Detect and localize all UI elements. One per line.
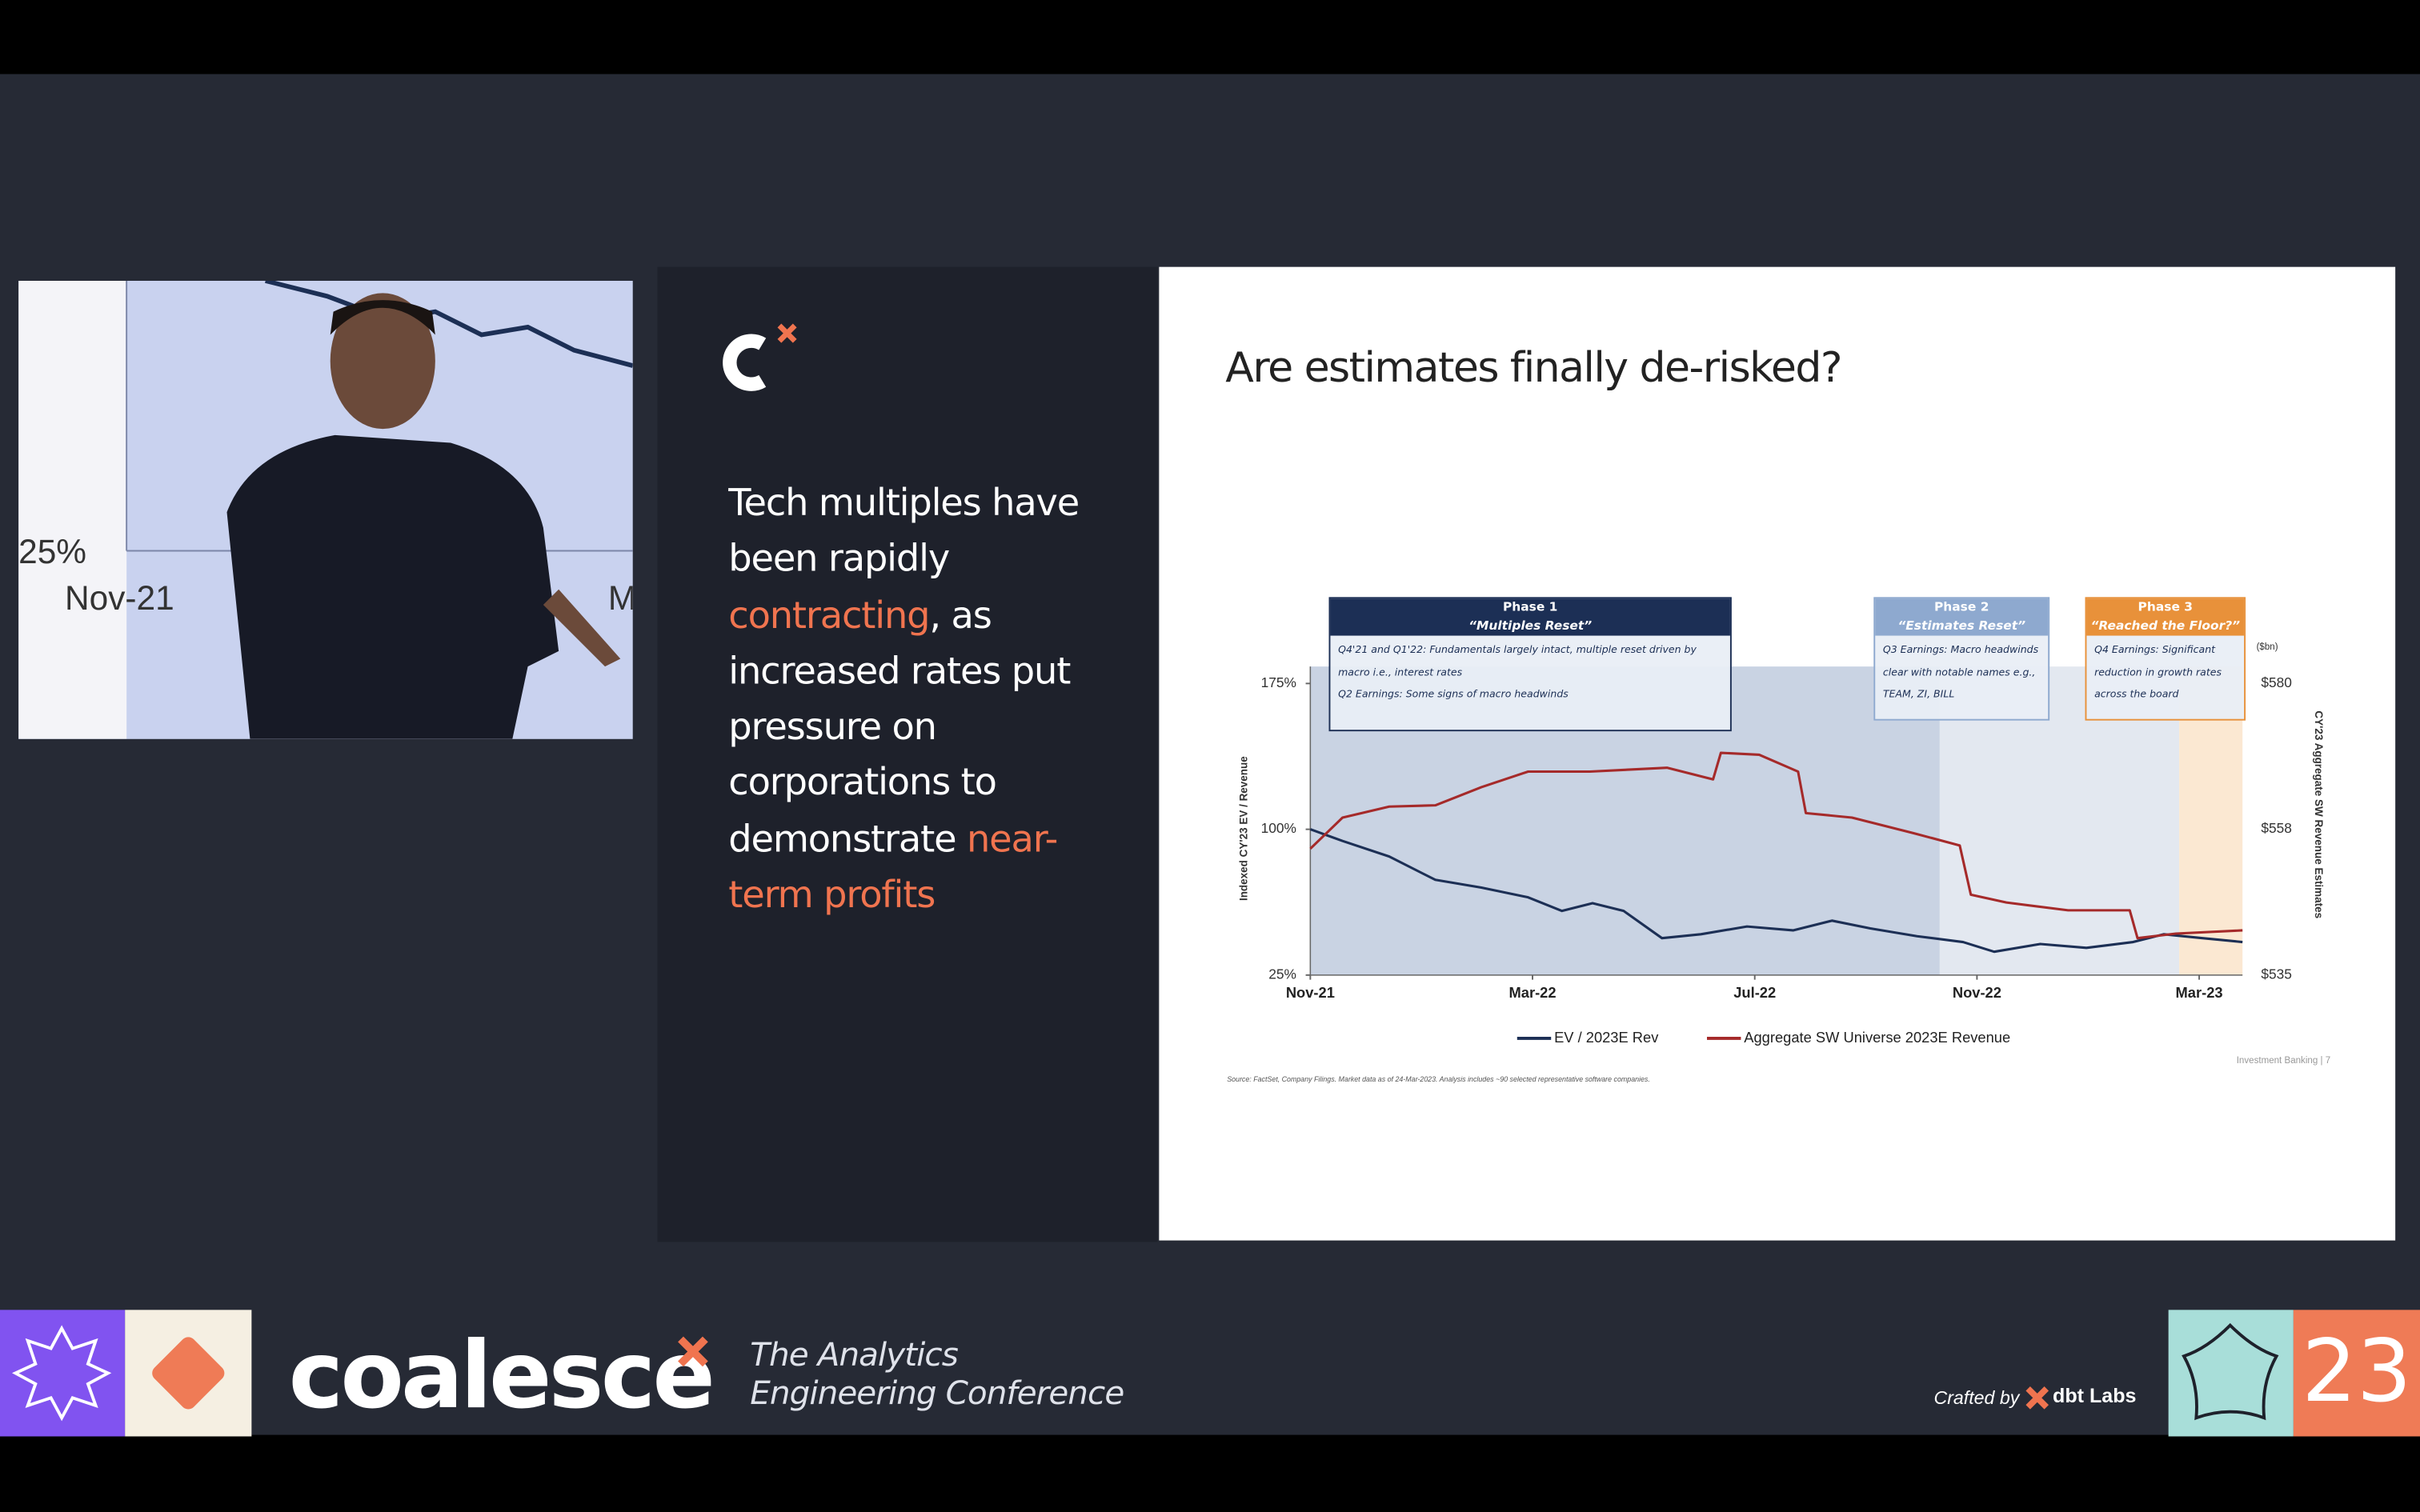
phase-body: Q4'21 and Q1'22: Fundamentals largely in…	[1330, 636, 1729, 710]
coalesce-mark	[723, 323, 797, 391]
y2-tick-label: $535	[2261, 966, 2292, 982]
video-frame: 25% Nov-21 M	[18, 280, 633, 739]
phase-note: Q4'21 and Q1'22: Fundamentals largely in…	[1338, 643, 1697, 678]
text: , as increased rates put pressure on cor…	[728, 593, 1071, 861]
star	[11, 1325, 112, 1422]
dbt-icon	[2025, 1386, 2049, 1410]
x-tick-label: Nov-22	[1953, 984, 2001, 1001]
tagline-line: The Analytics	[750, 1336, 959, 1374]
legend-label: EV / 2023E Rev	[1554, 1029, 1659, 1046]
tile-teal	[2168, 1310, 2294, 1437]
x	[2025, 1386, 2049, 1410]
phase-callout: Phase 3 “Reached the Floor?” Q4 Earnings: …	[2085, 597, 2246, 721]
phase-subtitle: “Reached the Floor?”	[2090, 618, 2241, 633]
y2-tick-label: $580	[2261, 674, 2292, 690]
tile-cream	[125, 1310, 252, 1437]
video-backdrop	[18, 280, 127, 739]
phase-header: Phase 2 “Estimates Reset”	[1875, 598, 2049, 636]
year: 23	[2293, 1310, 2420, 1437]
speaker-body	[226, 434, 559, 739]
company: dbt Labs	[2052, 1383, 2137, 1407]
phase-note: Q3 Earnings: Macro headwinds clear with …	[1882, 643, 2039, 701]
phase-header: Phase 1 “Multiples Reset”	[1330, 598, 1730, 636]
legend-label: Aggregate SW Universe 2023E Revenue	[1744, 1029, 2010, 1046]
x	[678, 1336, 708, 1367]
phase-subtitle: “Estimates Reset”	[1897, 618, 2026, 633]
y2-tick-label: $558	[2261, 820, 2292, 836]
tagline: The Analytics Engineering Conference	[750, 1336, 1124, 1413]
highlight: near-term profits	[728, 817, 1058, 917]
speaker-arm	[543, 589, 621, 667]
sidebar-text: Tech multiples have been rapidly contrac…	[728, 475, 1114, 923]
series-line	[1309, 751, 2243, 940]
video-line	[265, 280, 633, 368]
phase-callout: Phase 2 “Estimates Reset” Q3 Earnings: Mac…	[1873, 597, 2050, 721]
tile-icon	[2182, 1322, 2279, 1421]
speaker-hair	[330, 300, 435, 335]
y-tick-label: 175%	[1261, 674, 1296, 690]
video-label: Nov-21	[65, 579, 174, 617]
phase-title: Phase 2	[1933, 600, 1989, 614]
x-tick-label: Jul-22	[1733, 984, 1776, 1001]
text: Tech multiples have been rapidly	[728, 481, 1080, 581]
mark-c	[723, 334, 767, 391]
tile-purple	[0, 1310, 126, 1437]
x-tick-label: Mar-22	[1509, 984, 1557, 1001]
tagline-line: Engineering Conference	[750, 1374, 1124, 1412]
video-label: 25%	[18, 533, 86, 570]
brand: coalesce	[288, 1322, 715, 1430]
phase-callout: Phase 1 “Multiples Reset” Q4'21 and Q1'22:…	[1328, 597, 1732, 732]
video-label: M	[608, 579, 633, 617]
diamond	[152, 1337, 225, 1410]
blob	[2182, 1322, 2279, 1421]
phase-note: Q2 Earnings: Some signs of macro headwin…	[1338, 688, 1569, 701]
highlight: contracting	[728, 593, 930, 637]
crafted-by: Crafted by	[1933, 1386, 2020, 1409]
y2-axis-title: CY'23 Aggregate SW Revenue Estimates	[2313, 710, 2325, 918]
phase-header: Phase 3 “Reached the Floor?”	[2086, 598, 2245, 636]
y-tick-label: 100%	[1261, 820, 1296, 836]
speaker-video: 25% Nov-21 M	[18, 280, 633, 739]
tile-icon	[152, 1337, 225, 1410]
y-axis-title: Indexed CY'23 EV / Revenue	[1237, 756, 1249, 901]
phase-note: Q4 Earnings: Significant reduction in gr…	[2094, 643, 2222, 701]
slide-footer: Investment Banking | 7	[2237, 1056, 2330, 1066]
tile-icon	[11, 1325, 112, 1422]
series-line	[1309, 828, 2243, 954]
text-panel	[657, 266, 1158, 1242]
phase-title: Phase 1	[1502, 600, 1558, 614]
x-tick-label: Mar-23	[2176, 984, 2223, 1001]
mark-x	[777, 323, 797, 343]
x-tick-label: Nov-21	[1286, 984, 1335, 1001]
phase-body: Q4 Earnings: Significant reduction in gr…	[2086, 636, 2244, 710]
slide-title: Are estimates finally de-risked?	[1225, 344, 1841, 392]
y2-unit: ($bn)	[2257, 642, 2278, 652]
speaker-head	[330, 293, 435, 430]
brand-x	[678, 1336, 708, 1367]
y-tick-label: 25%	[1268, 966, 1296, 982]
phase-title: Phase 3	[2138, 600, 2194, 614]
source: Source: FactSet, Company Filings. Market…	[1227, 1075, 1650, 1083]
phase-body: Q3 Earnings: Macro headwinds clear with …	[1875, 636, 2048, 710]
phase-subtitle: “Multiples Reset”	[1468, 618, 1593, 633]
